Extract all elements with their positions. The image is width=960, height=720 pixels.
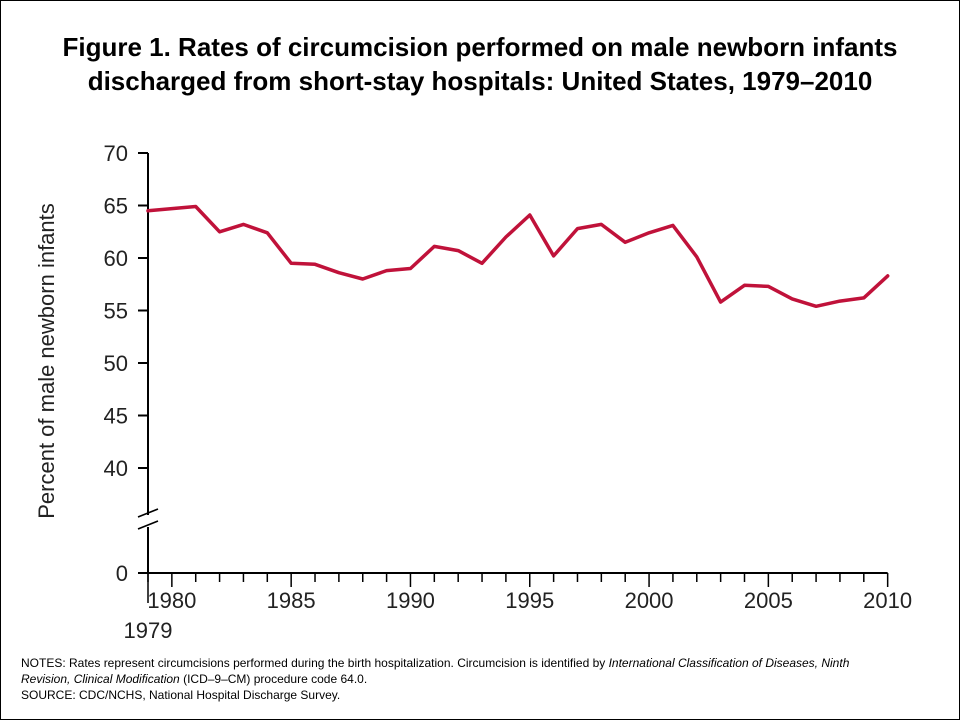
y-tick-label: 65	[104, 194, 128, 219]
y-tick-label: 0	[116, 561, 128, 586]
y-tick-label: 70	[104, 141, 128, 166]
notes-line-2-text: (ICD–9–CM) procedure code 64.0.	[179, 672, 368, 686]
title-line-2: discharged from short-stay hospitals: Un…	[87, 66, 873, 96]
x-tick-label: 1985	[267, 588, 316, 613]
line-chart: 0 40 45 50 55 60 65 70 1979 1980 1985 1990 1995 2000 2…	[34, 141, 913, 643]
y-tick-label: 40	[104, 456, 128, 481]
notes-line-2-italic: Revision, Clinical Modification	[21, 672, 180, 686]
chart-series	[146, 204, 890, 309]
y-tick-label: 55	[104, 299, 128, 324]
axis-break-mark-1	[137, 508, 159, 518]
figure-notes: NOTES: Rates represent circumcisions per…	[21, 655, 941, 703]
y-tick-label: 45	[104, 404, 128, 429]
x-start-label: 1979	[124, 618, 173, 643]
notes-line-1-italic: International Classification of Diseases…	[608, 656, 850, 670]
x-tick-label: 2010	[863, 588, 912, 613]
title-line-1: Figure 1. Rates of circumcision performe…	[62, 32, 898, 62]
figure-title: Figure 1. Rates of circumcision performe…	[0, 30, 960, 98]
x-tick-label: 1980	[147, 588, 196, 613]
notes-line-2: Revision, Clinical Modification (ICD–9–C…	[21, 671, 941, 687]
axis-break-mark-2	[137, 520, 159, 530]
x-tick-label: 1995	[505, 588, 554, 613]
series-line	[146, 204, 890, 309]
notes-line-1-text: NOTES: Rates represent circumcisions per…	[21, 656, 609, 670]
y-axis-label: Percent of male newborn infants	[34, 203, 59, 519]
x-tick-label: 1990	[386, 588, 435, 613]
chart-axes	[137, 153, 888, 574]
chart-ticks: 0 40 45 50 55 60 65 70 1979 1980 1985 1990 1995 2000 2…	[104, 141, 913, 643]
x-tick-label: 2000	[625, 588, 674, 613]
y-tick-label: 60	[104, 246, 128, 271]
y-tick-label: 50	[104, 351, 128, 376]
source-line: SOURCE: CDC/NCHS, National Hospital Disc…	[21, 688, 341, 702]
notes-line-1: NOTES: Rates represent circumcisions per…	[21, 655, 941, 671]
x-tick-label: 2005	[744, 588, 793, 613]
